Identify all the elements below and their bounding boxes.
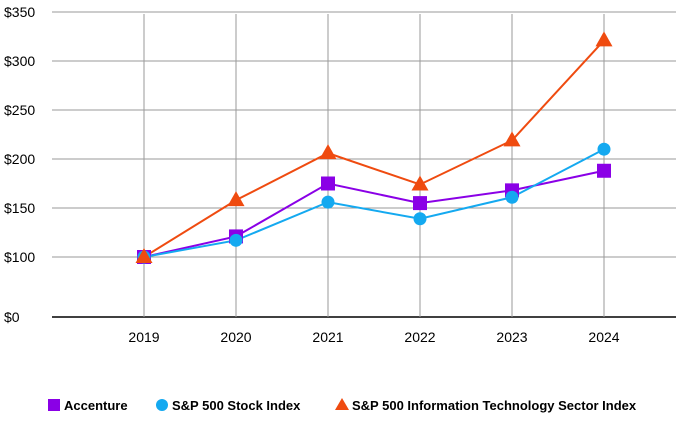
sp500-it-point <box>411 175 429 191</box>
y-tick-label: $250 <box>4 102 35 118</box>
x-tick-label: 2019 <box>128 329 159 345</box>
legend-label: S&P 500 Information Technology Sector In… <box>352 398 637 413</box>
series-line-square <box>143 169 605 258</box>
y-tick-label: $350 <box>4 4 35 20</box>
legend-label: Accenture <box>64 398 128 413</box>
series-line-triangle <box>143 39 605 258</box>
legend-circle-icon <box>156 399 168 411</box>
legend: Accenture S&P 500 Stock Index S&P 500 Info… <box>48 398 637 413</box>
y-tick-label: $100 <box>4 249 35 265</box>
x-tick-label: 2023 <box>496 329 527 345</box>
legend-square-icon <box>48 399 60 411</box>
sp500-it-point <box>503 131 521 147</box>
x-tick-label: 2024 <box>588 329 619 345</box>
sp500-it-point <box>227 191 245 207</box>
x-axis-ticks: 2019 2020 2021 2022 2023 2024 <box>128 329 619 345</box>
legend-label: S&P 500 Stock Index <box>172 398 301 413</box>
sp500-point <box>505 190 519 204</box>
sp500-point <box>321 195 335 209</box>
series-layer <box>135 31 613 264</box>
sp500-point <box>229 233 243 247</box>
sp500-it-point <box>319 144 337 160</box>
sp500-point <box>413 212 427 226</box>
y-axis-ticks: $0 $100 $150 $200 $250 $300 $350 <box>4 4 35 325</box>
sp500-point <box>597 142 611 156</box>
y-tick-label: $150 <box>4 200 35 216</box>
x-tick-label: 2022 <box>404 329 435 345</box>
series-line-circle <box>143 148 605 258</box>
accenture-point <box>597 163 611 178</box>
y-tick-label: $0 <box>4 309 20 325</box>
legend-triangle-icon <box>335 398 349 410</box>
accenture-point <box>413 196 427 211</box>
y-tick-label: $200 <box>4 151 35 167</box>
x-tick-label: 2020 <box>220 329 251 345</box>
accenture-point <box>321 176 335 191</box>
y-tick-label: $300 <box>4 53 35 69</box>
x-tick-label: 2021 <box>312 329 343 345</box>
sp500-it-point <box>135 248 153 263</box>
sp500-it-point <box>595 31 613 47</box>
